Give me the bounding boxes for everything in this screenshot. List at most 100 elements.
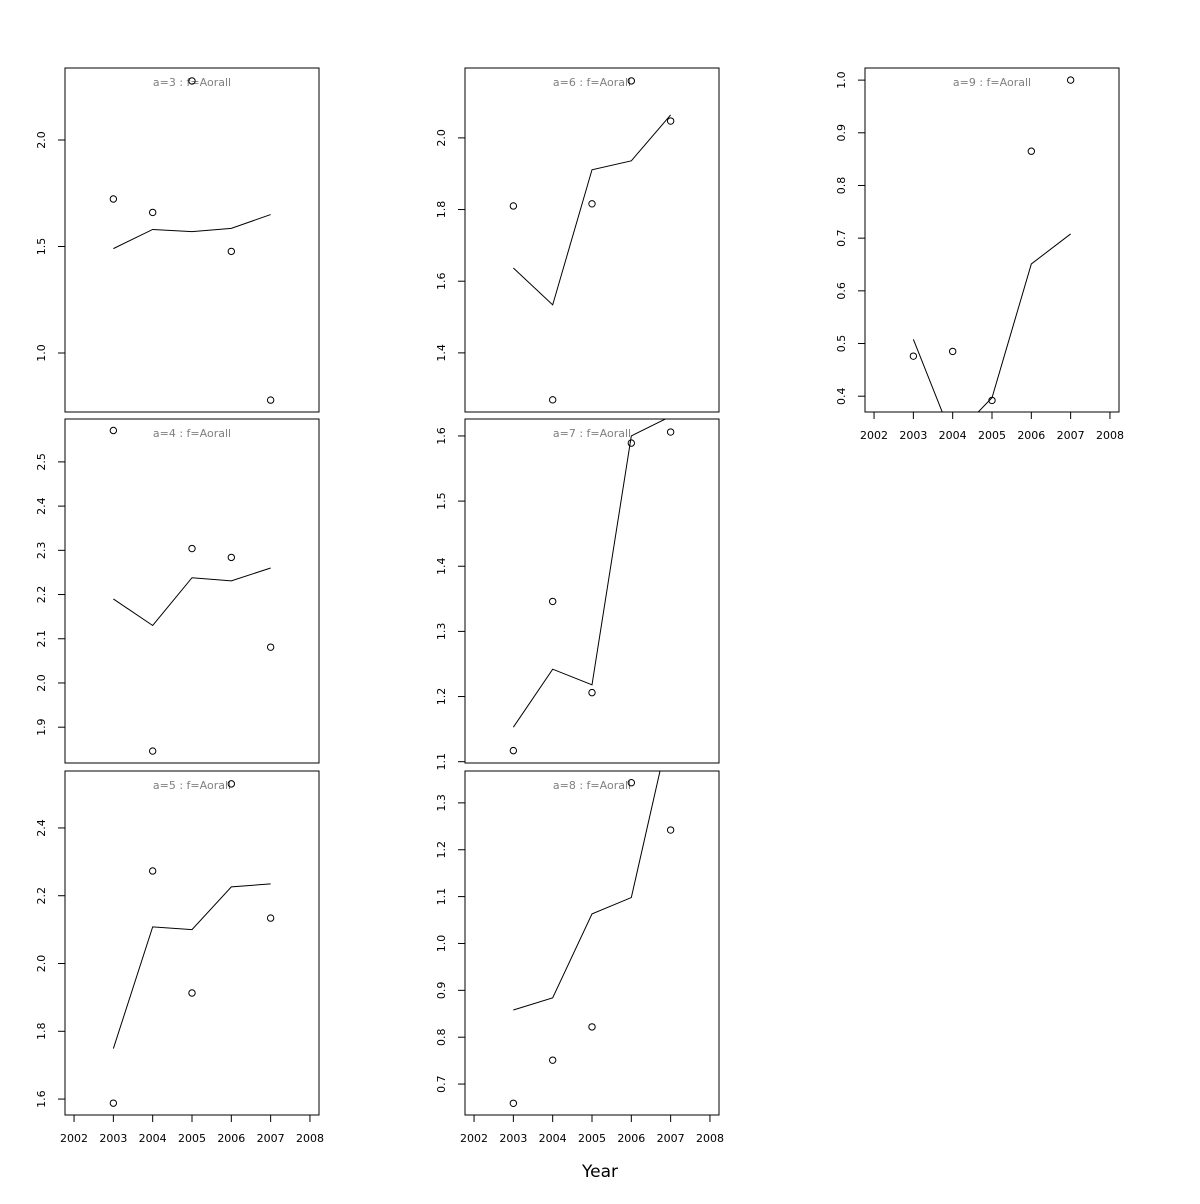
y-tick-label: 2.0 bbox=[35, 955, 48, 973]
x-tick-label: 2003 bbox=[99, 1132, 127, 1145]
data-point bbox=[588, 200, 596, 208]
panel: a=4 : f=Aorall 1.9 2.0 2.1 2.2 2.3 2.4 2.5 bbox=[35, 418, 320, 764]
fitted-line bbox=[113, 214, 271, 250]
y-tick-label: 1.2 bbox=[435, 688, 448, 706]
panel: a=9 : f=Aorall 0.4 0.5 0.6 0.7 0.8 0.9 1.0 2002 2… bbox=[835, 67, 1124, 442]
data-point bbox=[909, 352, 918, 360]
y-tick-label: 0.7 bbox=[835, 229, 848, 247]
data-point bbox=[148, 208, 157, 217]
data-point bbox=[588, 1023, 596, 1031]
data-point bbox=[509, 202, 518, 210]
plot-frame bbox=[464, 418, 720, 764]
y-tick-label: 2.0 bbox=[435, 129, 448, 147]
panel-title: a=5 : f=Aorall bbox=[153, 779, 231, 792]
panel: a=6 : f=Aorall 1.4 1.6 1.8 2.0 bbox=[435, 67, 720, 413]
y-tick-label: 1.8 bbox=[435, 201, 448, 219]
panel: a=3 : f=Aorall 1.0 1.5 2.0 bbox=[35, 67, 320, 413]
data-point bbox=[548, 1056, 557, 1064]
fitted-line bbox=[912, 233, 1071, 412]
y-tick-label: 2.3 bbox=[35, 542, 48, 560]
data-point bbox=[666, 117, 675, 125]
panel-title: a=6 : f=Aorall bbox=[553, 76, 631, 89]
data-point bbox=[548, 597, 557, 606]
y-tick-label: 0.9 bbox=[435, 982, 448, 1000]
data-point bbox=[148, 867, 157, 875]
plot-frame bbox=[464, 67, 720, 413]
data-point bbox=[666, 428, 675, 436]
fitted-line bbox=[513, 114, 672, 306]
x-tick-label: 2003 bbox=[899, 429, 927, 442]
y-tick-label: 2.4 bbox=[35, 497, 48, 515]
y-tick-label: 1.3 bbox=[435, 623, 448, 641]
plot-frame bbox=[64, 770, 320, 1116]
x-axis-label: Year bbox=[581, 1162, 618, 1182]
data-point bbox=[548, 396, 557, 404]
x-tick-label: 2007 bbox=[257, 1132, 285, 1145]
x-tick-label: 2005 bbox=[178, 1132, 206, 1145]
y-tick-label: 0.9 bbox=[835, 124, 848, 142]
y-tick-label: 0.7 bbox=[435, 1075, 448, 1093]
y-tick-label: 2.5 bbox=[35, 453, 48, 471]
y-tick-label: 1.5 bbox=[435, 492, 448, 510]
data-point bbox=[109, 426, 118, 435]
y-tick-label: 1.9 bbox=[35, 718, 48, 736]
data-point bbox=[109, 1099, 118, 1107]
y-tick-label: 1.4 bbox=[435, 344, 448, 362]
panel-title: a=7 : f=Aorall bbox=[553, 427, 631, 440]
data-point bbox=[148, 747, 157, 755]
data-point bbox=[509, 746, 518, 755]
x-tick-label: 2008 bbox=[1096, 429, 1124, 442]
x-tick-label: 2007 bbox=[1057, 429, 1085, 442]
plot-frame bbox=[64, 67, 320, 413]
data-point bbox=[948, 347, 957, 356]
x-tick-label: 2005 bbox=[978, 429, 1006, 442]
x-tick-label: 2007 bbox=[657, 1132, 685, 1145]
x-tick-label: 2003 bbox=[499, 1132, 527, 1145]
y-tick-label: 2.0 bbox=[35, 131, 48, 149]
panel: a=7 : f=Aorall 1.1 1.2 1.3 1.4 1.5 1.6 bbox=[435, 418, 720, 771]
y-tick-label: 2.1 bbox=[35, 630, 48, 648]
y-tick-label: 0.4 bbox=[835, 387, 848, 405]
y-tick-label: 2.4 bbox=[35, 819, 48, 837]
x-tick-label: 2002 bbox=[460, 1132, 488, 1145]
data-point bbox=[188, 989, 196, 997]
y-tick-label: 1.3 bbox=[435, 794, 448, 812]
x-tick-label: 2006 bbox=[217, 1132, 245, 1145]
fitted-line bbox=[512, 419, 667, 728]
y-tick-label: 1.1 bbox=[435, 888, 448, 906]
x-tick-label: 2006 bbox=[617, 1132, 645, 1145]
data-point bbox=[188, 544, 196, 553]
fitted-line bbox=[112, 883, 271, 1049]
panel: a=5 : f=Aorall 1.6 1.8 2.0 2.2 2.4 2002 2003 200… bbox=[35, 770, 324, 1145]
x-tick-label: 2004 bbox=[939, 429, 967, 442]
y-tick-label: 1.6 bbox=[435, 272, 448, 290]
x-tick-label: 2002 bbox=[860, 429, 888, 442]
x-tick-label: 2008 bbox=[296, 1132, 324, 1145]
data-point bbox=[266, 396, 275, 404]
y-tick-label: 1.4 bbox=[435, 557, 448, 575]
data-point bbox=[227, 247, 236, 256]
data-point bbox=[627, 77, 636, 85]
fitted-line bbox=[113, 567, 271, 627]
data-point bbox=[627, 439, 636, 447]
data-point bbox=[227, 780, 236, 788]
y-tick-label: 2.2 bbox=[35, 887, 48, 905]
data-point bbox=[627, 779, 636, 787]
data-point bbox=[1066, 76, 1075, 84]
data-point bbox=[188, 77, 196, 85]
y-tick-label: 1.2 bbox=[435, 841, 448, 859]
panel-title: a=8 : f=Aorall bbox=[553, 779, 631, 792]
panel: a=8 : f=Aorall 0.7 0.8 0.9 1.0 1.1 1.2 1.3 2002 2… bbox=[435, 770, 724, 1145]
y-tick-label: 2.2 bbox=[35, 586, 48, 604]
y-tick-label: 0.6 bbox=[835, 282, 848, 300]
y-tick-label: 1.6 bbox=[35, 1090, 48, 1108]
x-tick-label: 2008 bbox=[696, 1132, 724, 1145]
y-tick-label: 1.1 bbox=[435, 753, 448, 771]
data-point bbox=[588, 688, 596, 697]
plot-frame bbox=[464, 770, 720, 1116]
y-tick-label: 1.0 bbox=[435, 935, 448, 953]
data-point bbox=[1027, 147, 1036, 155]
y-tick-label: 1.0 bbox=[835, 71, 848, 89]
panel-title: a=3 : f=Aorall bbox=[153, 76, 231, 89]
